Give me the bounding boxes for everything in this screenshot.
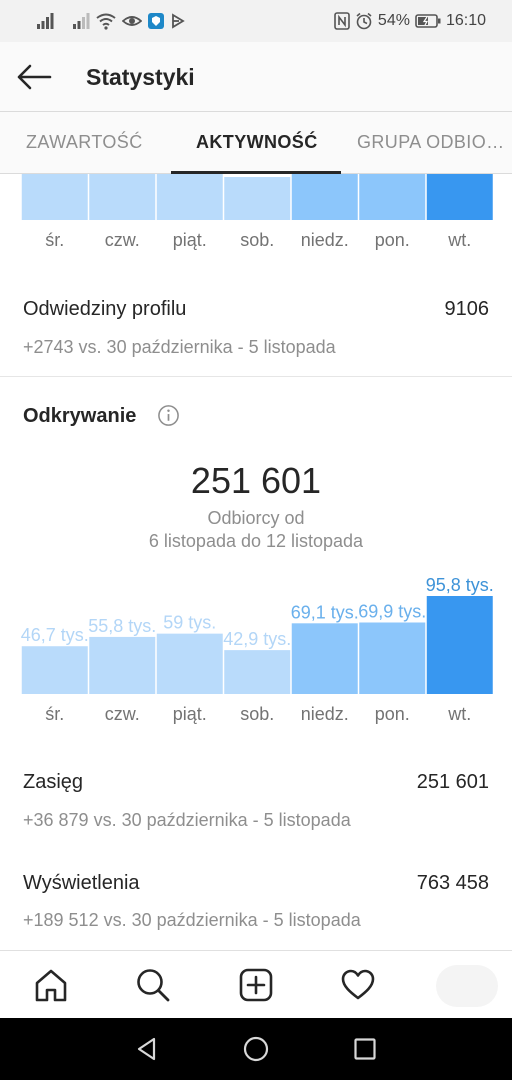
back-button[interactable]: [12, 59, 56, 95]
home-circle-icon: [243, 1036, 269, 1062]
signal-icon: [36, 12, 54, 30]
chart-day-label: śr.: [45, 704, 64, 724]
chart-bar: [224, 177, 291, 220]
chart-bar: [426, 596, 493, 694]
chart-day-label: sob.: [240, 704, 274, 724]
eye-icon: [122, 13, 142, 29]
chart-value-label: 42,9 tys.: [223, 629, 291, 649]
bottom-navigation: [0, 950, 512, 1018]
active-tab-indicator: [171, 171, 341, 174]
status-bar-right: 54% 16:10: [334, 10, 486, 32]
interactions-bar-chart: śr. czw. piąt. sob. niedz. pon. wt.: [21, 174, 493, 250]
back-triangle-icon: [137, 1037, 156, 1061]
chart-day-label: sob.: [240, 230, 274, 250]
chart-day-label: śr.: [45, 230, 64, 250]
vpn-icon: [170, 13, 186, 29]
heart-icon: [341, 969, 375, 1000]
chart-day-label: wt.: [447, 230, 471, 250]
chart-bar: [21, 174, 88, 220]
chart-bar: [224, 650, 291, 694]
activity-button[interactable]: [338, 965, 378, 1005]
search-icon: [137, 969, 170, 1002]
chart-day-label: pon.: [375, 230, 410, 250]
chart-day-label: piąt.: [173, 230, 207, 250]
info-icon[interactable]: [157, 404, 180, 427]
system-recents-button[interactable]: [350, 1034, 380, 1064]
signal-icon: [72, 12, 90, 30]
chart-value-label: 95,8 tys.: [426, 575, 494, 595]
add-post-icon: [239, 968, 273, 1002]
alarm-icon: [355, 12, 373, 30]
chart-day-label: czw.: [105, 230, 140, 250]
profile-visits-change: +2743 vs. 30 października - 5 listopada: [23, 337, 336, 357]
home-icon: [35, 969, 67, 1002]
profile-avatar[interactable]: [436, 965, 498, 1007]
discovery-title: Odkrywanie: [23, 405, 137, 427]
chart-bar: [156, 174, 223, 220]
chart-day-label: pon.: [375, 704, 410, 724]
chart-day-label: wt.: [447, 704, 471, 724]
impressions-value: 763 458: [416, 872, 489, 894]
chart-bar: [21, 646, 88, 694]
reach-value: 251 601: [416, 771, 489, 793]
system-home-button[interactable]: [241, 1034, 271, 1064]
chart-value-label: 59 tys.: [163, 613, 216, 633]
discovery-caption-line2: 6 listopada do 12 listopada: [148, 531, 364, 551]
chart-bar: [359, 174, 426, 220]
reach-label: Zasięg: [23, 771, 84, 793]
app-header: Statystyki: [0, 42, 512, 112]
discovery-caption-line1: Odbiorcy od: [207, 508, 305, 528]
system-navigation-bar: [0, 1018, 512, 1080]
tab-content[interactable]: ZAWARTOŚĆ: [26, 132, 143, 152]
chart-bar: [291, 623, 358, 694]
tab-audience[interactable]: GRUPA ODBIO…: [357, 132, 505, 152]
section-divider: [0, 376, 512, 377]
tab-activity[interactable]: AKTYWNOŚĆ: [196, 132, 318, 152]
chart-value-label: 69,9 tys.: [358, 601, 426, 621]
system-back-button[interactable]: [132, 1034, 162, 1064]
impressions-change: +189 512 vs. 30 października - 5 listopa…: [23, 910, 361, 930]
battery-icon: [415, 14, 441, 28]
profile-visits-value: 9106: [444, 298, 490, 320]
shield-app-icon: [148, 13, 164, 29]
chart-day-label: niedz.: [301, 230, 349, 250]
chart-bar: [426, 174, 493, 220]
arrow-left-icon: [17, 64, 52, 90]
chart-day-label: czw.: [105, 704, 140, 724]
chart-value-label: 55,8 tys.: [88, 616, 156, 636]
chart-bar: [291, 174, 358, 220]
chart-bar: [156, 633, 223, 694]
tab-bar: ZAWARTOŚĆ AKTYWNOŚĆ GRUPA ODBIO…: [0, 112, 512, 174]
battery-percent: 54%: [377, 12, 410, 29]
impressions-label: Wyświetlenia: [23, 872, 140, 894]
chart-day-label: niedz.: [301, 704, 349, 724]
chart-bar: [359, 622, 426, 694]
new-post-button[interactable]: [236, 965, 276, 1005]
chart-bar: [89, 636, 156, 694]
chart-bar: [89, 174, 156, 220]
chart-value-label: 69,1 tys.: [291, 602, 359, 622]
wifi-icon: [96, 12, 116, 30]
status-bar: 54% 16:10: [0, 0, 512, 42]
chart-day-label: piąt.: [173, 704, 207, 724]
discovery-bar-chart: 46,7 tys. śr. 55,8 tys. czw. 59 tys. piąt. 42,…: [21, 575, 494, 724]
discovery-total: 251 601: [190, 460, 322, 501]
home-button[interactable]: [31, 965, 71, 1005]
search-button[interactable]: [133, 965, 173, 1005]
recents-square-icon: [354, 1038, 376, 1060]
nfc-icon: [334, 12, 350, 30]
status-bar-left-icons: [36, 10, 186, 32]
clock-time: 16:10: [445, 12, 486, 29]
page-title: Statystyki: [86, 64, 195, 90]
reach-change: +36 879 vs. 30 października - 5 listopad…: [23, 810, 351, 830]
chart-value-label: 46,7 tys.: [21, 625, 89, 645]
profile-visits-label: Odwiedziny profilu: [23, 298, 187, 320]
